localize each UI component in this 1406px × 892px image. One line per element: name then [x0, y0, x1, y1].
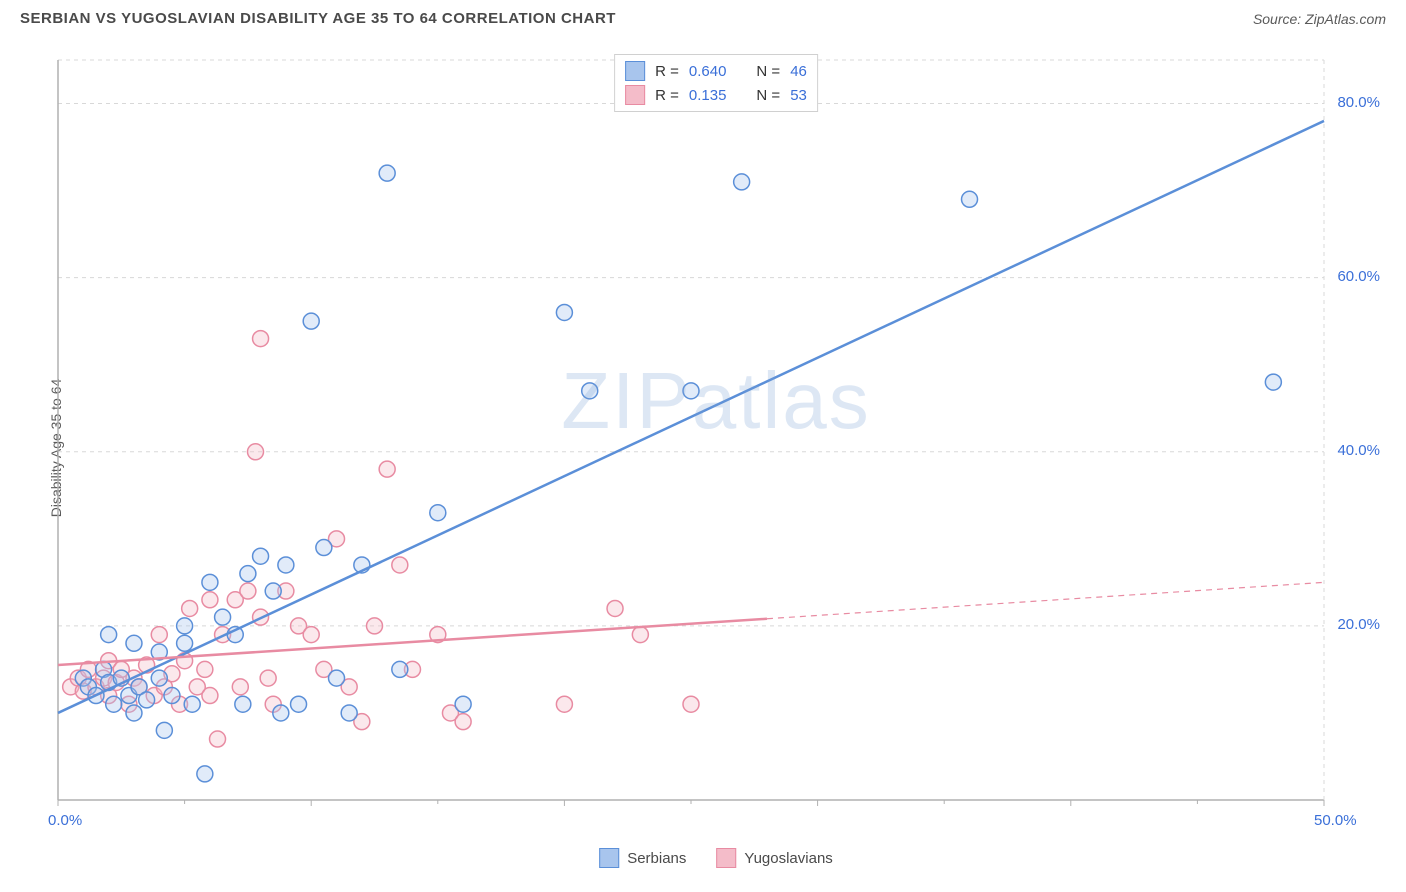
r-label: R =	[655, 63, 679, 80]
n-value-yugoslavians: 53	[790, 87, 807, 104]
legend-row-yugoslavians: R = 0.135 N = 53	[625, 83, 807, 107]
series-legend: Serbians Yugoslavians	[599, 848, 833, 868]
y-tick-label: 80.0%	[1337, 94, 1380, 111]
n-label: N =	[756, 87, 780, 104]
chart-title: SERBIAN VS YUGOSLAVIAN DISABILITY AGE 35…	[20, 10, 616, 27]
chart-area: Disability Age 35 to 64 ZIPatlas R = 0.6…	[48, 50, 1384, 830]
y-tick-label: 60.0%	[1337, 268, 1380, 285]
legend-label-yugoslavians: Yugoslavians	[744, 850, 832, 867]
r-value-yugoslavians: 0.135	[689, 87, 727, 104]
legend-label-serbians: Serbians	[627, 850, 686, 867]
x-tick-label: 50.0%	[1314, 812, 1357, 829]
x-tick-label: 0.0%	[48, 812, 82, 829]
y-tick-label: 20.0%	[1337, 616, 1380, 633]
r-label: R =	[655, 87, 679, 104]
n-label: N =	[756, 63, 780, 80]
chart-source: Source: ZipAtlas.com	[1253, 11, 1386, 27]
n-value-serbians: 46	[790, 63, 807, 80]
legend-item-serbians: Serbians	[599, 848, 686, 868]
swatch-yugoslavians	[625, 85, 645, 105]
correlation-legend: R = 0.640 N = 46 R = 0.135 N = 53	[614, 54, 818, 112]
legend-item-yugoslavians: Yugoslavians	[716, 848, 832, 868]
scatter-plot-svg	[48, 50, 1384, 830]
chart-header: SERBIAN VS YUGOSLAVIAN DISABILITY AGE 35…	[0, 0, 1406, 35]
legend-row-serbians: R = 0.640 N = 46	[625, 59, 807, 83]
swatch-yugoslavians	[716, 848, 736, 868]
r-value-serbians: 0.640	[689, 63, 727, 80]
swatch-serbians	[625, 61, 645, 81]
swatch-serbians	[599, 848, 619, 868]
y-tick-label: 40.0%	[1337, 442, 1380, 459]
